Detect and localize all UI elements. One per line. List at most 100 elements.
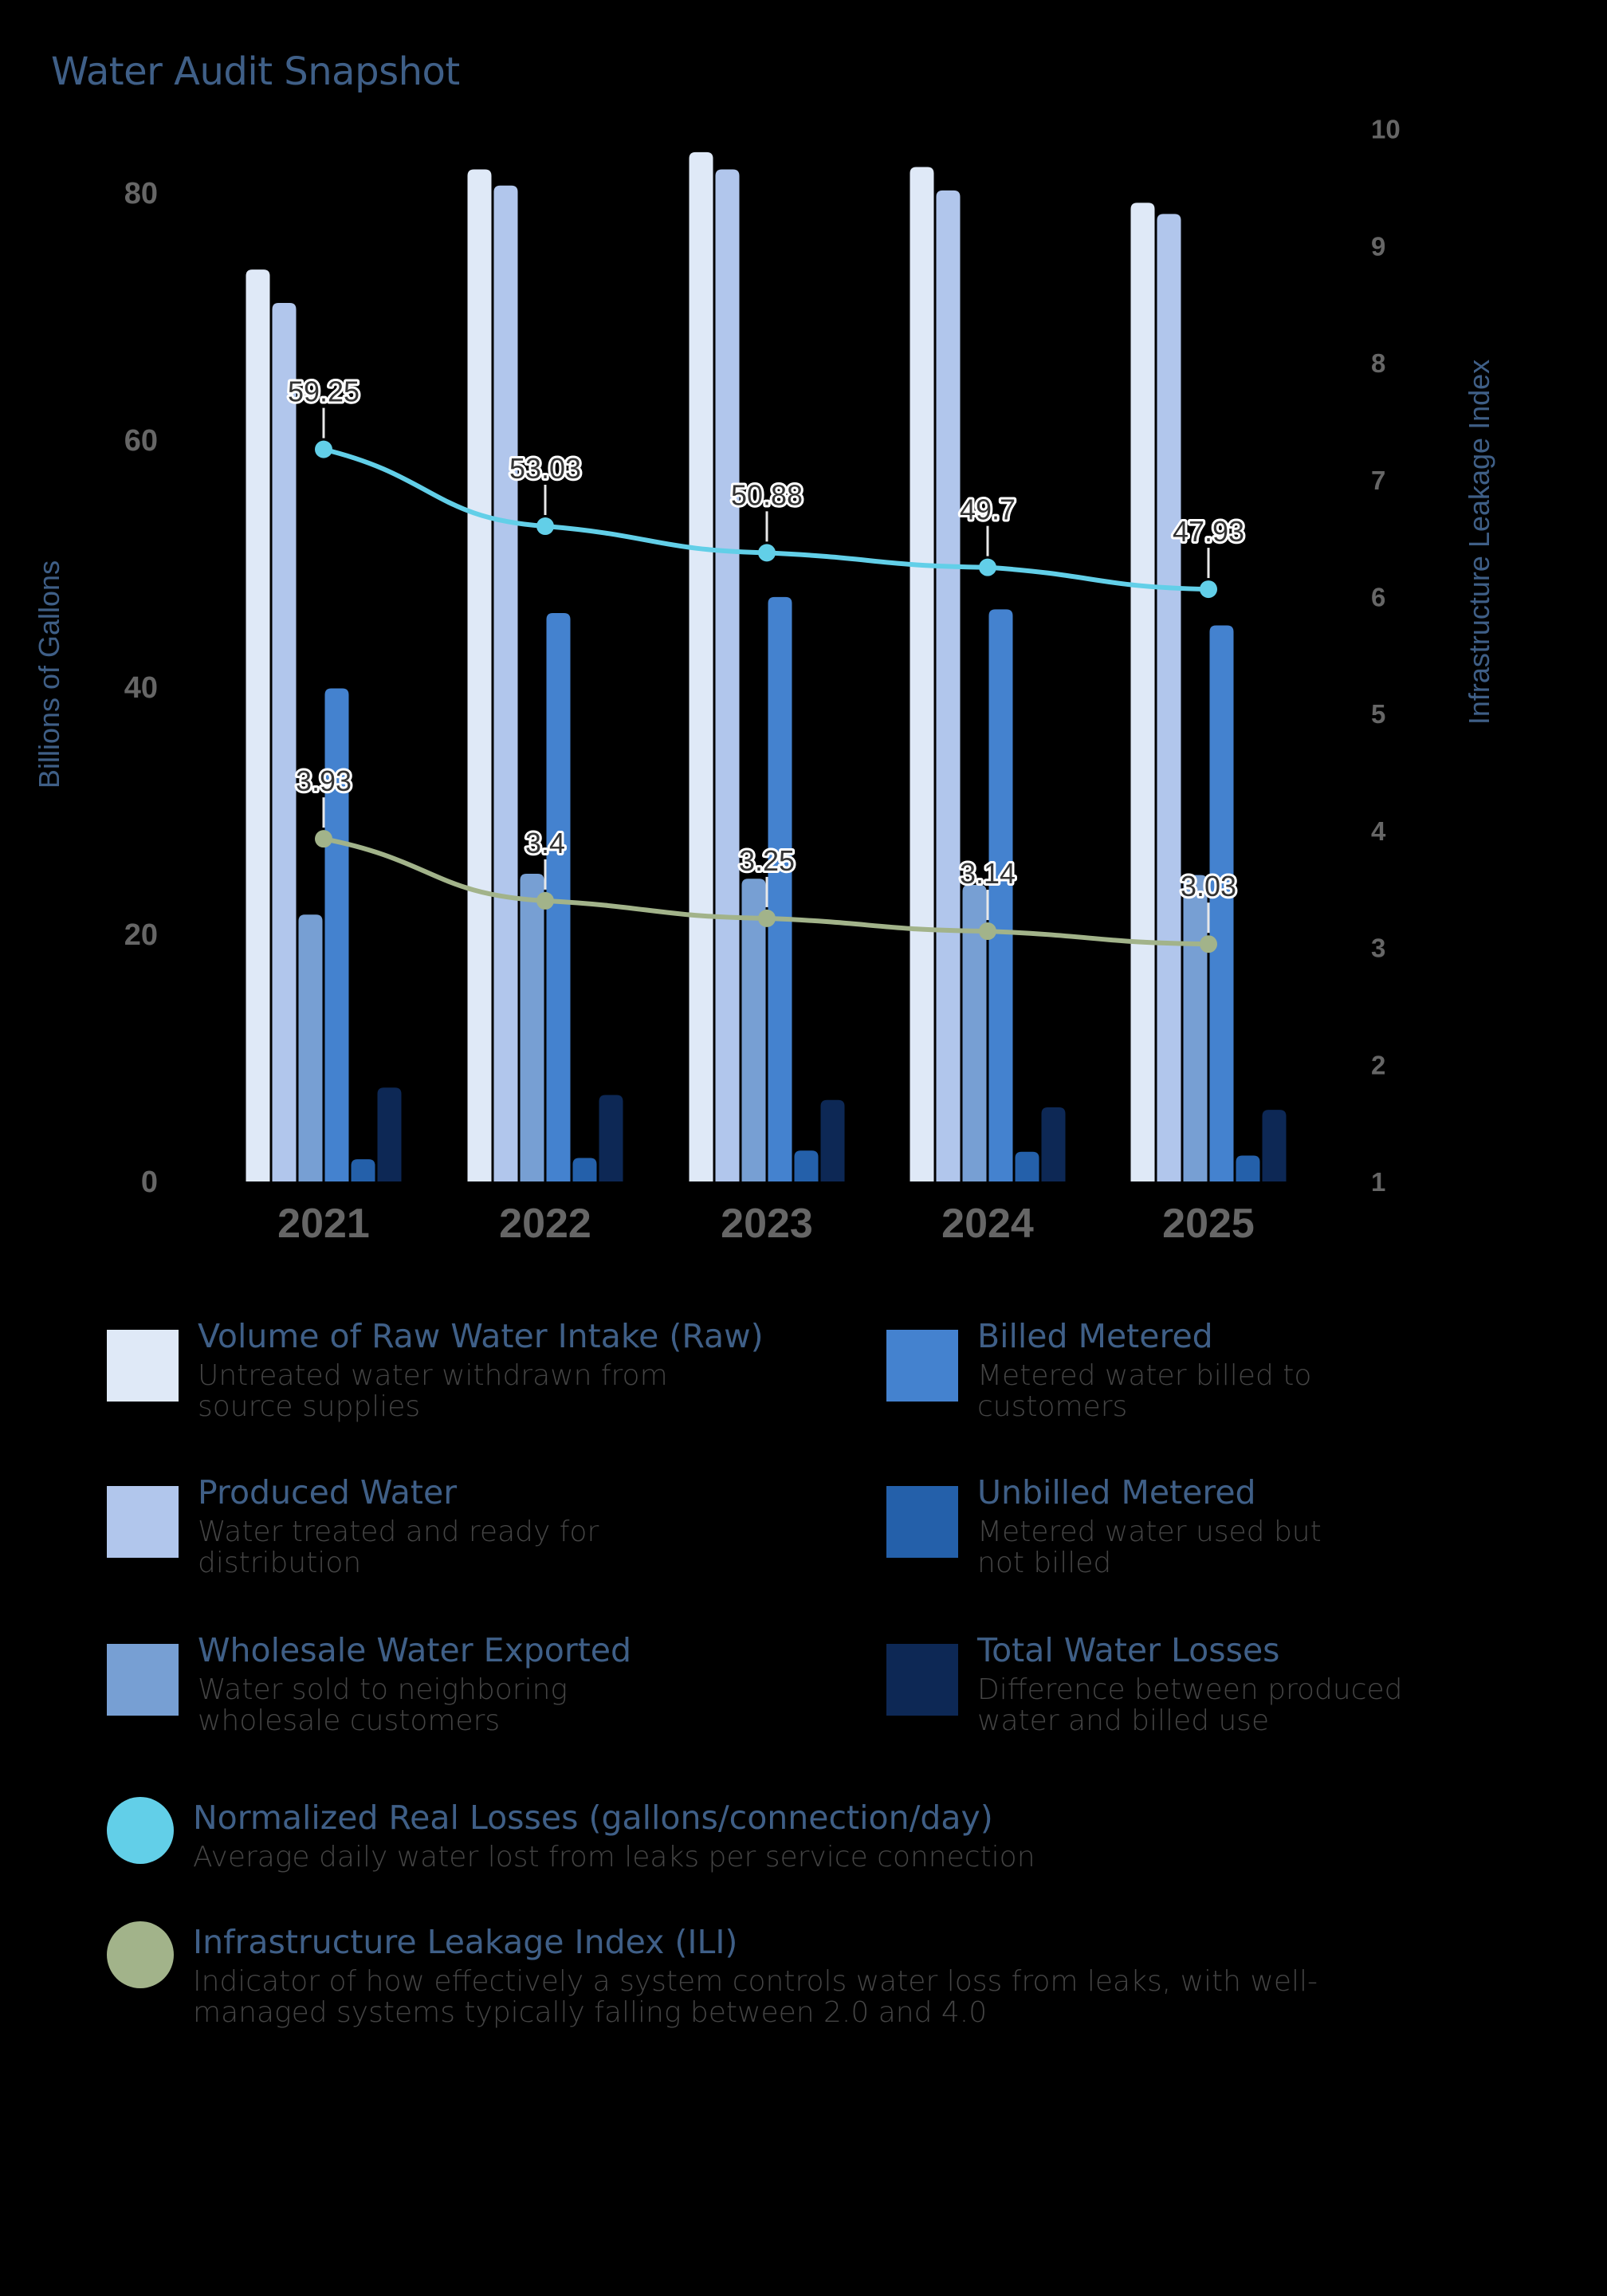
x-axis: 2021 2022 2023 2024 2025	[277, 1201, 1255, 1247]
legend-title: Billed Metered	[977, 1317, 1213, 1355]
right-tick-label: 2	[1371, 1050, 1385, 1079]
bar-unbilled-2025[interactable]	[1236, 1155, 1260, 1181]
line-series: 59.25 53.03 50.88 49.7 47.93 3.93 3.4 3.25 3.14 3…	[285, 373, 1247, 953]
legend-item-raw[interactable]: Volume of Raw Water Intake (Raw) Untreate…	[107, 1315, 764, 1422]
legend-swatch-billed-icon	[886, 1330, 958, 1402]
ili-data-label: 3.93	[296, 765, 352, 797]
bar-produced-2021[interactable]	[272, 302, 297, 1182]
bar-produced-2022[interactable]	[493, 185, 518, 1182]
bar-billed-2024[interactable]	[988, 609, 1013, 1181]
legend-description: wholesale customers	[198, 1704, 501, 1737]
legend-description: Difference between produced	[977, 1673, 1403, 1706]
legend-item-billed[interactable]: Billed Metered Metered water billed to cus…	[886, 1315, 1311, 1422]
nrl-point[interactable]	[1200, 580, 1217, 599]
ili-data-label: 3.4	[525, 827, 565, 859]
legend-title: Produced Water	[198, 1473, 458, 1512]
legend-description: managed systems typically falling betwee…	[193, 1996, 988, 2029]
legend-item-wholesale[interactable]: Wholesale Water Exported Water sold to ne…	[107, 1630, 631, 1736]
bar-wholesale-2023[interactable]	[741, 879, 766, 1181]
bar-unbilled-2022[interactable]	[572, 1158, 597, 1181]
bar-raw-2021[interactable]	[246, 269, 270, 1182]
bar-billed-2022[interactable]	[546, 613, 571, 1181]
bar-losses-2022[interactable]	[599, 1095, 623, 1182]
x-tick-label: 2024	[941, 1201, 1034, 1247]
ili-point[interactable]	[1200, 935, 1217, 953]
right-axis-label: Infrastructure Leakage Index	[1463, 360, 1495, 725]
bar-series	[246, 151, 1287, 1182]
bar-wholesale-2021[interactable]	[298, 914, 323, 1181]
legend-title: Normalized Real Losses (gallons/connecti…	[193, 1799, 993, 1837]
bar-unbilled-2024[interactable]	[1015, 1151, 1039, 1181]
legend-title: Unbilled Metered	[977, 1473, 1256, 1512]
bar-produced-2023[interactable]	[715, 169, 740, 1181]
left-tick-label: 80	[124, 177, 158, 210]
x-tick-label: 2022	[499, 1201, 591, 1247]
left-axis: 0 20 40 60 80	[124, 177, 158, 1199]
ili-point[interactable]	[979, 922, 996, 941]
ili-point[interactable]	[315, 830, 332, 848]
legend-item-produced[interactable]: Produced Water Water treated and ready fo…	[107, 1472, 599, 1578]
right-tick-label: 7	[1371, 466, 1385, 495]
legend-description: Water treated and ready for	[198, 1516, 599, 1548]
legend-title: Total Water Losses	[977, 1631, 1280, 1669]
bar-raw-2022[interactable]	[467, 169, 492, 1181]
bar-raw-2025[interactable]	[1130, 202, 1155, 1181]
bar-losses-2021[interactable]	[377, 1087, 402, 1181]
legend-description: customers	[977, 1390, 1128, 1423]
legend-item-unbilled[interactable]: Unbilled Metered Metered water used but no…	[886, 1472, 1322, 1578]
legend-description: Metered water billed to	[977, 1359, 1312, 1392]
legend-title: Wholesale Water Exported	[198, 1631, 632, 1669]
legend-description: not billed	[977, 1547, 1112, 1579]
legend-circle-nrl-icon	[107, 1797, 174, 1864]
legend-swatch-losses-icon	[886, 1644, 958, 1716]
right-tick-label: 8	[1371, 348, 1385, 378]
bar-losses-2024[interactable]	[1041, 1107, 1066, 1181]
left-axis-label: Billions of Gallons	[33, 560, 65, 788]
bar-losses-2023[interactable]	[820, 1099, 845, 1181]
bar-wholesale-2025[interactable]	[1183, 875, 1208, 1181]
right-tick-label: 9	[1371, 231, 1385, 261]
right-tick-label: 4	[1371, 816, 1386, 846]
ili-data-label: 3.25	[739, 844, 795, 877]
nrl-point[interactable]	[758, 544, 776, 562]
bar-billed-2023[interactable]	[768, 596, 792, 1181]
bar-produced-2025[interactable]	[1157, 214, 1181, 1182]
legend-description: Metered water used but	[977, 1516, 1322, 1548]
legend-item-ili[interactable]: Infrastructure Leakage Index (ILI) Indica…	[107, 1921, 1318, 2028]
legend-swatch-unbilled-icon	[886, 1486, 958, 1558]
nrl-point[interactable]	[315, 440, 332, 458]
ili-data-label: 3.14	[960, 857, 1016, 890]
left-tick-label: 0	[141, 1166, 158, 1199]
legend-title: Infrastructure Leakage Index (ILI)	[193, 1923, 738, 1961]
right-tick-label: 1	[1371, 1167, 1385, 1197]
x-tick-label: 2021	[277, 1201, 370, 1247]
legend-swatch-produced-icon	[107, 1486, 179, 1558]
nrl-point[interactable]	[536, 517, 554, 536]
ili-point[interactable]	[758, 909, 776, 927]
bar-unbilled-2023[interactable]	[794, 1150, 819, 1181]
legend-description: distribution	[198, 1547, 362, 1579]
right-tick-label: 10	[1371, 115, 1401, 144]
legend-item-losses[interactable]: Total Water Losses Difference between pro…	[886, 1630, 1403, 1736]
right-tick-label: 6	[1371, 583, 1385, 612]
bar-raw-2023[interactable]	[689, 151, 713, 1182]
bar-billed-2025[interactable]	[1209, 625, 1234, 1182]
right-tick-label: 5	[1371, 699, 1385, 729]
right-axis: 1 2 3 4 5 6 7 8 9 10	[1371, 115, 1401, 1197]
bar-billed-2021[interactable]	[324, 688, 349, 1181]
bar-produced-2024[interactable]	[936, 190, 961, 1181]
legend-description: Water sold to neighboring	[198, 1673, 568, 1706]
ili-point[interactable]	[536, 891, 554, 910]
x-tick-label: 2023	[721, 1201, 813, 1247]
bar-wholesale-2024[interactable]	[962, 885, 987, 1181]
legend-swatch-wholesale-icon	[107, 1644, 179, 1716]
legend-description: Average daily water lost from leaks per …	[193, 1841, 1035, 1873]
legend-item-nrl[interactable]: Normalized Real Losses (gallons/connecti…	[107, 1797, 1035, 1873]
nrl-point[interactable]	[979, 558, 996, 576]
bar-raw-2024[interactable]	[910, 167, 934, 1182]
combo-chart: 0 20 40 60 80 1 2 3 4 5 6 7 8 9 10 Billions of Gallon…	[33, 115, 1495, 1247]
left-tick-label: 20	[124, 918, 158, 952]
bar-unbilled-2021[interactable]	[351, 1159, 375, 1181]
bar-losses-2025[interactable]	[1262, 1110, 1287, 1181]
bar-wholesale-2022[interactable]	[520, 874, 544, 1181]
